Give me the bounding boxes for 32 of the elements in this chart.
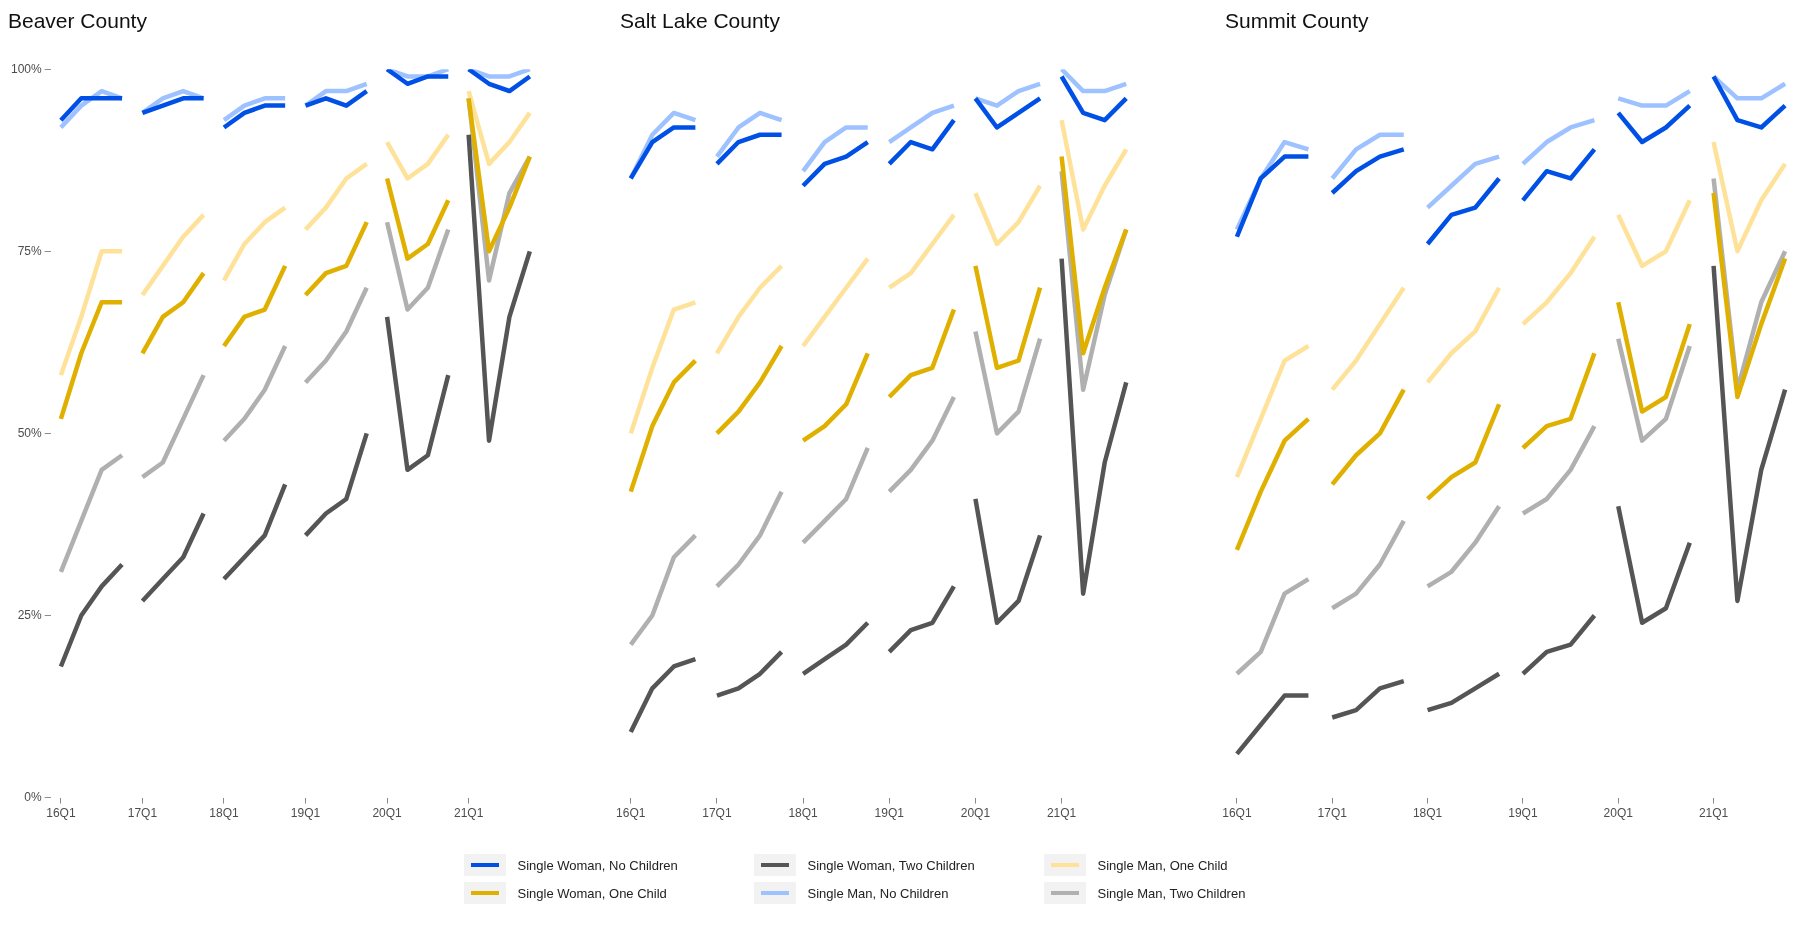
x-tick-label: 20Q1 — [960, 806, 991, 821]
chart-title: Salt Lake County — [620, 9, 781, 33]
y-tick-label: 75% — [17, 243, 43, 258]
chart-title: Beaver County — [8, 9, 148, 33]
x-tick-label: 20Q1 — [372, 806, 403, 821]
y-tick-label: 100% — [10, 61, 43, 76]
legend-label: Single Woman, One Child — [517, 885, 667, 901]
x-tick-label: 17Q1 — [1317, 806, 1348, 821]
x-tick-label: 21Q1 — [1046, 806, 1077, 821]
x-tick-label: 16Q1 — [616, 806, 646, 821]
x-tick-label: 16Q1 — [1222, 806, 1252, 821]
legend-label: Single Man, Two Children — [1097, 885, 1246, 901]
x-tick-label: 21Q1 — [453, 806, 484, 821]
x-tick-label: 19Q1 — [1508, 806, 1538, 821]
x-tick-label: 19Q1 — [874, 806, 905, 821]
x-tick-label: 16Q1 — [46, 806, 76, 821]
legend-label: Single Woman, Two Children — [807, 857, 975, 873]
x-tick-label: 18Q1 — [1412, 806, 1443, 821]
chart-title: Summit County — [1225, 9, 1370, 33]
x-tick-label: 21Q1 — [1698, 806, 1729, 821]
y-tick-label: 50% — [17, 425, 43, 440]
legend-label: Single Man, One Child — [1097, 857, 1228, 873]
x-tick-label: 17Q1 — [127, 806, 158, 821]
x-tick-label: 18Q1 — [209, 806, 239, 821]
y-tick-label: 0% — [24, 789, 43, 804]
x-tick-label: 18Q1 — [788, 806, 819, 821]
legend-label: Single Man, No Children — [807, 885, 949, 901]
x-tick-label: 17Q1 — [702, 806, 732, 821]
x-tick-label: 19Q1 — [290, 806, 321, 821]
legend-label: Single Woman, No Children — [517, 857, 678, 873]
y-tick-label: 25% — [17, 607, 43, 622]
x-tick-label: 20Q1 — [1603, 806, 1634, 821]
